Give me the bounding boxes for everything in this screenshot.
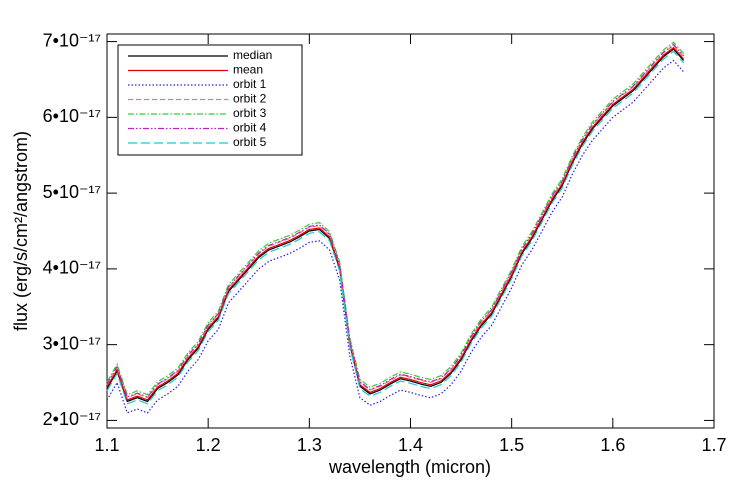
legend-label: orbit 5	[233, 135, 267, 149]
y-tick-label: 4•10⁻¹⁷	[43, 258, 101, 278]
x-tick-label: 1.7	[701, 435, 726, 455]
x-tick-label: 1.1	[94, 435, 119, 455]
x-tick-label: 1.4	[398, 435, 423, 455]
series-line	[106, 41, 685, 396]
x-tick-label: 1.5	[499, 435, 524, 455]
series-line	[106, 50, 685, 405]
x-tick-label: 1.3	[297, 435, 322, 455]
y-tick-label: 3•10⁻¹⁷	[43, 333, 101, 353]
legend-label: orbit 3	[233, 106, 267, 120]
y-tick-label: 7•10⁻¹⁷	[43, 30, 101, 50]
y-tick-label: 5•10⁻¹⁷	[43, 182, 101, 202]
legend-label: orbit 4	[233, 121, 267, 135]
series-line	[106, 48, 685, 403]
x-tick-label: 1.2	[196, 435, 221, 455]
y-tick-label: 2•10⁻¹⁷	[43, 409, 101, 429]
series-line	[106, 46, 685, 401]
series-line	[106, 43, 685, 398]
x-tick-label: 1.6	[600, 435, 625, 455]
y-axis-label: flux (erg/s/cm²/angstrom)	[11, 131, 31, 331]
y-tick-label: 6•10⁻¹⁷	[43, 106, 101, 126]
legend-label: orbit 2	[233, 92, 267, 106]
series-line	[106, 59, 685, 414]
legend-label: orbit 1	[233, 77, 267, 91]
legend-label: mean	[233, 63, 263, 77]
legend-label: median	[233, 48, 272, 62]
x-axis-label: wavelength (micron)	[328, 457, 491, 477]
